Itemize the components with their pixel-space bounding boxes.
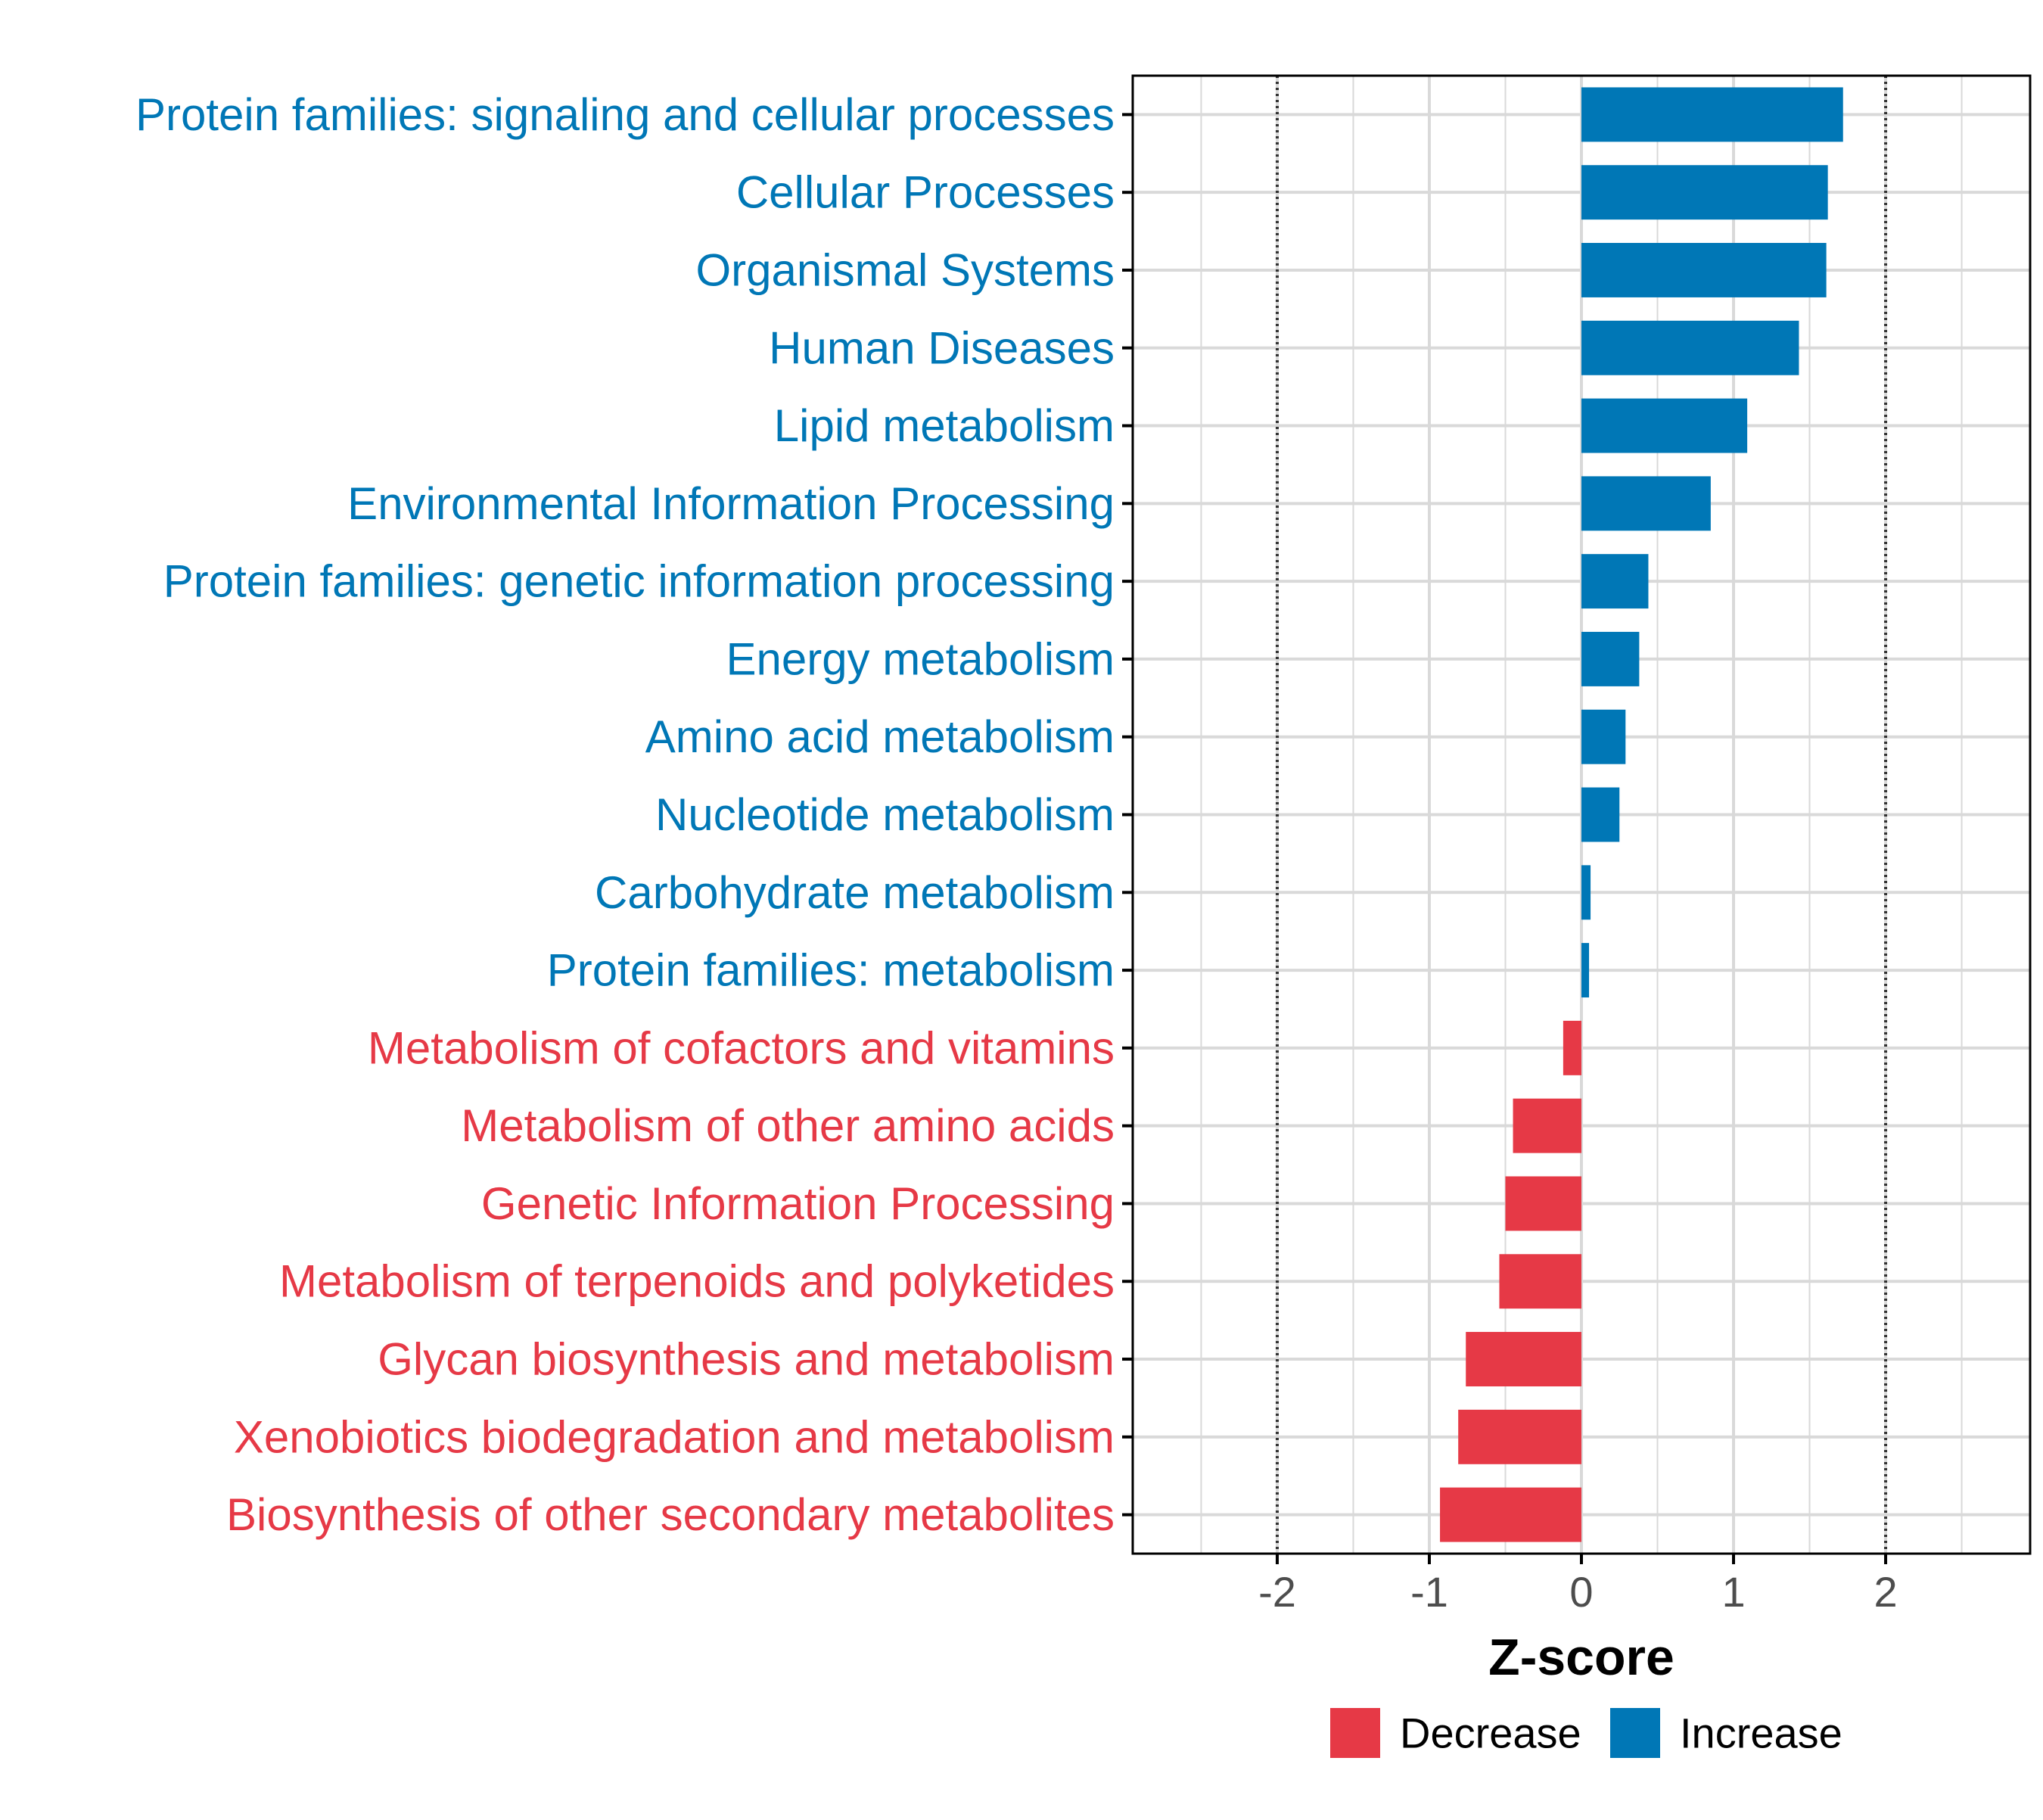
y-tick-label: Energy metabolism — [726, 633, 1115, 684]
x-tick-label: 0 — [1569, 1568, 1593, 1616]
y-tick-label: Xenobiotics biodegradation and metabolis… — [234, 1411, 1115, 1462]
y-tick-label: Metabolism of cofactors and vitamins — [368, 1022, 1115, 1073]
y-tick-label: Metabolism of other amino acids — [461, 1100, 1115, 1151]
bar-increase — [1581, 87, 1843, 142]
y-tick-label: Genetic Information Processing — [481, 1178, 1115, 1229]
y-tick-label: Protein families: signaling and cellular… — [135, 89, 1115, 140]
y-tick-label: Nucleotide metabolism — [655, 789, 1115, 840]
bar-increase — [1581, 165, 1828, 220]
bar-increase — [1581, 554, 1649, 609]
y-tick-label: Biosynthesis of other secondary metaboli… — [226, 1489, 1115, 1540]
x-axis-label: Z-score — [1488, 1629, 1675, 1686]
y-tick-label: Human Diseases — [769, 322, 1115, 373]
x-tick-label: 2 — [1874, 1568, 1897, 1616]
y-tick-label: Protein families: metabolism — [547, 945, 1115, 996]
bar-decrease — [1440, 1487, 1581, 1542]
y-tick-label: Protein families: genetic information pr… — [163, 556, 1115, 607]
bar-increase — [1581, 787, 1620, 842]
bar-increase — [1581, 943, 1590, 998]
bar-increase — [1581, 242, 1827, 297]
bar-increase — [1581, 320, 1799, 375]
bar-increase — [1581, 709, 1626, 764]
bar-decrease — [1458, 1409, 1581, 1464]
bar-decrease — [1499, 1254, 1581, 1309]
bar-decrease — [1466, 1332, 1581, 1387]
legend: Decrease Increase — [1330, 1708, 1842, 1758]
bar-decrease — [1505, 1176, 1581, 1231]
bar-increase — [1581, 865, 1591, 920]
y-tick-label: Cellular Processes — [736, 167, 1115, 218]
legend-swatch-increase — [1610, 1708, 1660, 1758]
y-tick-label: Lipid metabolism — [774, 400, 1115, 451]
x-tick-label: -1 — [1410, 1568, 1448, 1616]
x-axis: -2 -1 0 1 2 — [1258, 1554, 1898, 1616]
y-tick-label: Organismal Systems — [696, 244, 1115, 295]
y-tick-label: Environmental Information Processing — [347, 478, 1115, 529]
x-tick-label: -2 — [1258, 1568, 1296, 1616]
legend-label-increase: Increase — [1680, 1710, 1842, 1757]
legend-label-decrease: Decrease — [1400, 1710, 1581, 1757]
bar-decrease — [1563, 1020, 1581, 1075]
bar-increase — [1581, 631, 1640, 686]
y-tick-label: Carbohydrate metabolism — [595, 867, 1115, 918]
y-axis: Protein families: signaling and cellular… — [135, 89, 1133, 1540]
bar-decrease — [1513, 1098, 1581, 1153]
y-tick-label: Metabolism of terpenoids and polyketides — [279, 1256, 1115, 1307]
x-tick-label: 1 — [1721, 1568, 1745, 1616]
y-tick-label: Glycan biosynthesis and metabolism — [378, 1334, 1115, 1385]
legend-swatch-decrease — [1330, 1708, 1380, 1758]
y-tick-label: Amino acid metabolism — [645, 711, 1115, 762]
reference-lines — [1275, 76, 1888, 1554]
bar-increase — [1581, 476, 1711, 531]
bars-layer — [1440, 87, 1843, 1542]
bar-increase — [1581, 398, 1748, 453]
